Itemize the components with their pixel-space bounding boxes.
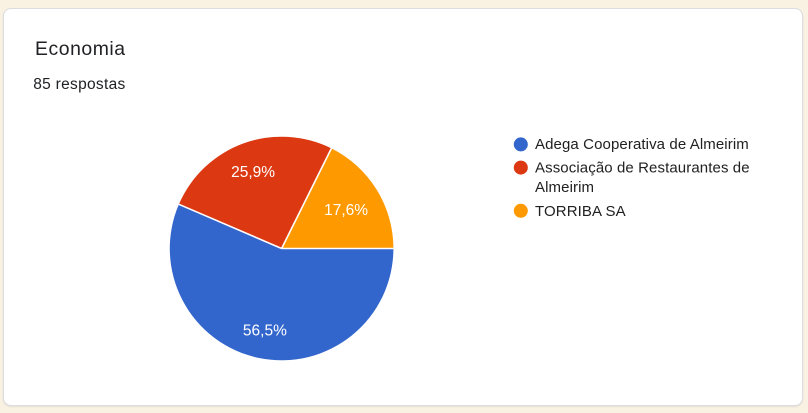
svg-text:Almeirim: Almeirim: [535, 179, 594, 196]
svg-text:25,9%: 25,9%: [231, 164, 275, 181]
svg-text:Associação de Restaurantes de: Associação de Restaurantes de: [535, 160, 750, 177]
svg-text:TORRIBA SA: TORRIBA SA: [535, 203, 626, 220]
svg-text:17,6%: 17,6%: [324, 202, 368, 219]
svg-text:Adega Cooperativa de Almeirim: Adega Cooperativa de Almeirim: [535, 136, 749, 153]
svg-text:Economia: Economia: [35, 38, 126, 60]
svg-text:56,5%: 56,5%: [243, 322, 287, 339]
svg-text:85 respostas: 85 respostas: [33, 76, 125, 93]
